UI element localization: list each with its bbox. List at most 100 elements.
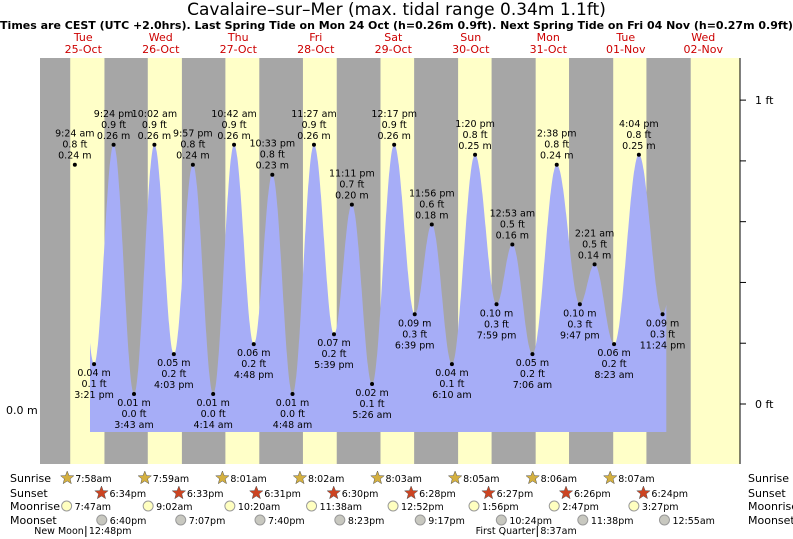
tide-height-m-label: 0.26 m: [138, 131, 171, 142]
tide-point: [429, 222, 434, 227]
tide-height-ft-label: 0.1 ft: [82, 379, 107, 390]
sunrise-icon: [602, 470, 618, 485]
daylight-band: [690, 58, 740, 464]
tide-time-label: 4:14 am: [193, 420, 232, 431]
day-label-date: 30-Oct: [452, 43, 490, 56]
sunrise-time: 8:07am: [618, 474, 654, 485]
sunrise-icon: [525, 470, 540, 485]
tide-time-label: 11:56 pm: [409, 189, 455, 200]
tide-time-label: 7:06 am: [513, 380, 552, 391]
moonset-icon: [658, 514, 670, 526]
sunrise-icon: [447, 470, 463, 485]
moonrise-time: 10:20am: [238, 502, 280, 513]
tide-height-m-label: 0.10 m: [480, 308, 513, 319]
moonset-icon: [96, 514, 108, 526]
day-label-date: 28-Oct: [297, 43, 335, 56]
tide-time-label: 10:02 am: [132, 109, 177, 120]
tide-height-ft-label: 0.9 ft: [101, 120, 126, 131]
tide-height-ft-label: 0.2 ft: [241, 359, 266, 370]
tide-height-m-label: 0.23 m: [256, 161, 289, 172]
sunrise-time: 8:03am: [385, 474, 421, 485]
tide-height-m-label: 0.26 m: [97, 131, 130, 142]
tide-height-m-label: 0.09 m: [398, 318, 431, 329]
day-label-weekday: Mon: [537, 31, 560, 44]
tide-time-label: 4:04 pm: [619, 119, 659, 130]
tide-point: [92, 362, 97, 367]
sunset-time: 6:33pm: [187, 489, 224, 500]
moonset-icon: [334, 514, 346, 526]
tide-point: [530, 352, 535, 357]
tide-time-label: 8:23 am: [594, 370, 633, 381]
y-axis-label-meters: 0.0 m: [6, 404, 38, 417]
sunset-icon: [558, 485, 574, 500]
sunset-time: 6:27pm: [497, 489, 534, 500]
tide-height-m-label: 0.05 m: [516, 358, 549, 369]
moonrise-time: 12:52pm: [401, 502, 444, 513]
tide-height-m-label: 0.26 m: [217, 131, 250, 142]
tide-point: [449, 362, 454, 367]
sunrise-icon: [59, 470, 75, 485]
tide-height-m-label: 0.06 m: [597, 348, 630, 359]
tide-time-label: 9:24 am: [55, 129, 94, 140]
tide-point: [311, 142, 316, 147]
moon-phase-time: 12:48pm: [89, 526, 132, 537]
sunset-icon: [94, 485, 109, 500]
tide-height-m-label: 0.16 m: [496, 230, 529, 241]
moonset-time: 9:17pm: [428, 516, 465, 527]
tide-point: [152, 142, 157, 147]
moonrise-time: 1:56pm: [482, 502, 519, 513]
day-label-weekday: Sat: [384, 31, 403, 44]
tide-height-m-label: 0.02 m: [355, 388, 388, 399]
tide-time-label: 4:48 pm: [234, 370, 274, 381]
tide-time-label: 9:57 pm: [173, 129, 213, 140]
day-label-date: 01-Nov: [606, 43, 646, 56]
tide-point: [592, 262, 597, 267]
tide-height-m-label: 0.01 m: [117, 398, 150, 409]
sunrise-icon: [370, 470, 385, 485]
tide-height-m-label: 0.01 m: [196, 398, 229, 409]
sunrise-time: 8:06am: [541, 474, 577, 485]
tide-point: [554, 162, 559, 167]
tide-height-m-label: 0.01 m: [276, 398, 309, 409]
tide-height-m-label: 0.06 m: [237, 348, 270, 359]
sunrise-time: 8:01am: [230, 474, 266, 485]
row-label-sunset: Sunset: [748, 487, 786, 500]
sunset-icon: [326, 485, 342, 500]
moonset-icon: [495, 514, 507, 526]
sunset-time: 6:24pm: [651, 489, 688, 500]
tide-height-ft-label: 0.2 ft: [602, 359, 627, 370]
moonrise-icon: [387, 500, 399, 512]
moonrise-icon: [61, 500, 73, 512]
y-axis-label-feet: 0 ft: [755, 398, 774, 411]
tide-point: [370, 382, 375, 387]
tide-height-ft-label: 0.8 ft: [544, 140, 569, 151]
tide-time-label: 2:21 am: [575, 228, 614, 239]
tide-point: [232, 142, 237, 147]
tide-height-ft-label: 0.3 ft: [484, 319, 509, 330]
tide-height-m-label: 0.26 m: [377, 131, 410, 142]
tide-height-ft-label: 0.5 ft: [500, 219, 525, 230]
tide-point: [171, 352, 176, 357]
tide-height-ft-label: 0.8 ft: [463, 130, 488, 141]
tide-height-ft-label: 0.0 ft: [280, 409, 305, 420]
tide-time-label: 12:17 pm: [371, 109, 417, 120]
tide-height-m-label: 0.05 m: [157, 358, 190, 369]
moonrise-time: 7:47am: [75, 502, 111, 513]
tide-point: [331, 332, 336, 337]
tide-height-m-label: 0.14 m: [578, 250, 611, 261]
tide-height-m-label: 0.10 m: [563, 308, 596, 319]
tide-time-label: 3:21 pm: [74, 390, 114, 401]
tide-height-ft-label: 0.2 ft: [161, 369, 186, 380]
tide-height-m-label: 0.09 m: [646, 318, 679, 329]
sunset-time: 6:34pm: [109, 489, 146, 500]
tide-time-label: 9:47 pm: [560, 330, 600, 341]
moonset-time: 7:40pm: [268, 516, 305, 527]
moonset-icon: [414, 514, 426, 526]
day-label-weekday: Sun: [460, 31, 481, 44]
tide-point: [612, 342, 617, 347]
tide-time-label: 1:20 pm: [455, 119, 495, 130]
tide-point: [473, 152, 478, 157]
day-label-date: 02-Nov: [684, 43, 724, 56]
y-axis-label-feet: 1 ft: [755, 94, 774, 107]
